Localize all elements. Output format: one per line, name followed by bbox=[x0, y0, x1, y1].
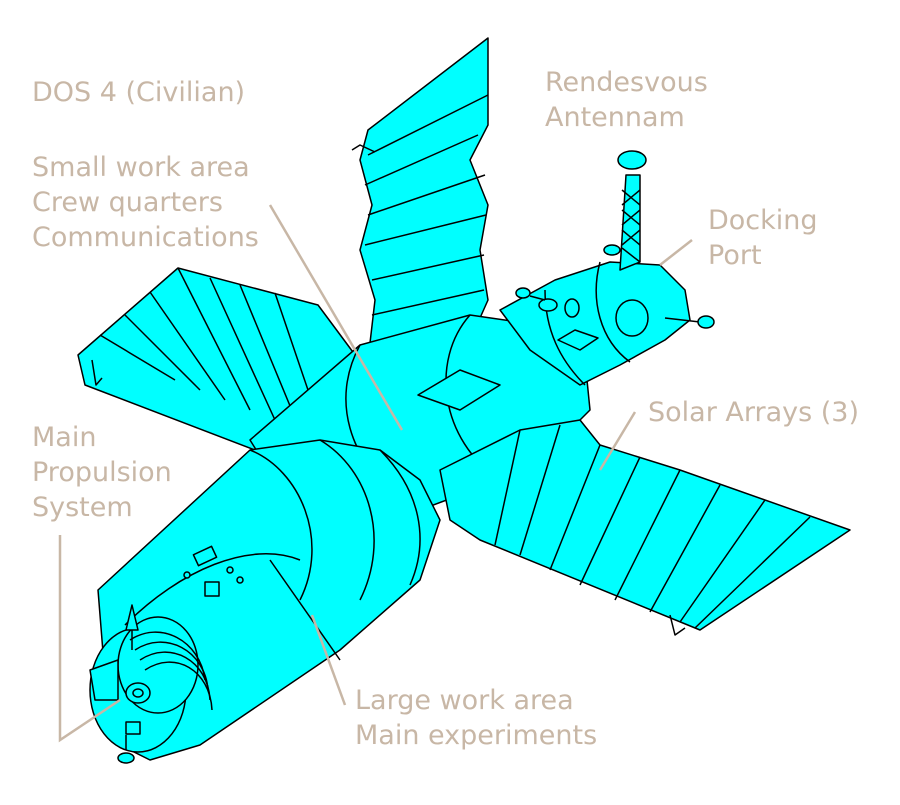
main-propulsion-line-3: System bbox=[32, 492, 133, 523]
rendezvous-antenna-label: Rendesvous Antennam bbox=[545, 65, 708, 135]
leader-lines bbox=[58, 204, 693, 743]
small-work-area-line-3: Communications bbox=[32, 222, 259, 253]
large-work-area-line-1: Large work area bbox=[355, 685, 574, 716]
rendezvous-antenna-line-2: Antennam bbox=[545, 102, 685, 133]
docking-port-line-2: Port bbox=[708, 240, 762, 271]
docking-module bbox=[499, 261, 691, 386]
leader-docking-port bbox=[659, 239, 693, 266]
main-propulsion-line-1: Main bbox=[32, 422, 97, 453]
large-work-area-line-2: Main experiments bbox=[355, 720, 598, 751]
diagram-title: DOS 4 (Civilian) bbox=[32, 77, 246, 108]
rendezvous-antenna-line-1: Rendesvous bbox=[545, 67, 708, 98]
small-work-area-line-2: Crew quarters bbox=[32, 187, 223, 218]
docking-port-label: Docking Port bbox=[708, 203, 818, 273]
main-propulsion-system bbox=[89, 604, 213, 764]
leader-small-work-area bbox=[268, 204, 404, 431]
right-solar-array bbox=[439, 419, 851, 636]
leader-solar-arrays bbox=[598, 411, 637, 471]
small-work-area-line-1: Small work area bbox=[32, 152, 250, 183]
leader-large-work-area bbox=[310, 614, 347, 706]
docking-antennas bbox=[515, 287, 715, 329]
main-propulsion-line-2: Propulsion bbox=[32, 457, 172, 488]
rendezvous-antenna bbox=[603, 150, 647, 271]
small-work-area-label: Small work area Crew quarters Communicat… bbox=[32, 150, 259, 255]
large-work-area-label: Large work area Main experiments bbox=[355, 683, 597, 753]
main-propulsion-label: Main Propulsion System bbox=[32, 420, 172, 525]
leader-main-propulsion bbox=[58, 535, 121, 743]
solar-arrays-label: Solar Arrays (3) bbox=[648, 397, 860, 428]
docking-port-line-1: Docking bbox=[708, 205, 818, 236]
